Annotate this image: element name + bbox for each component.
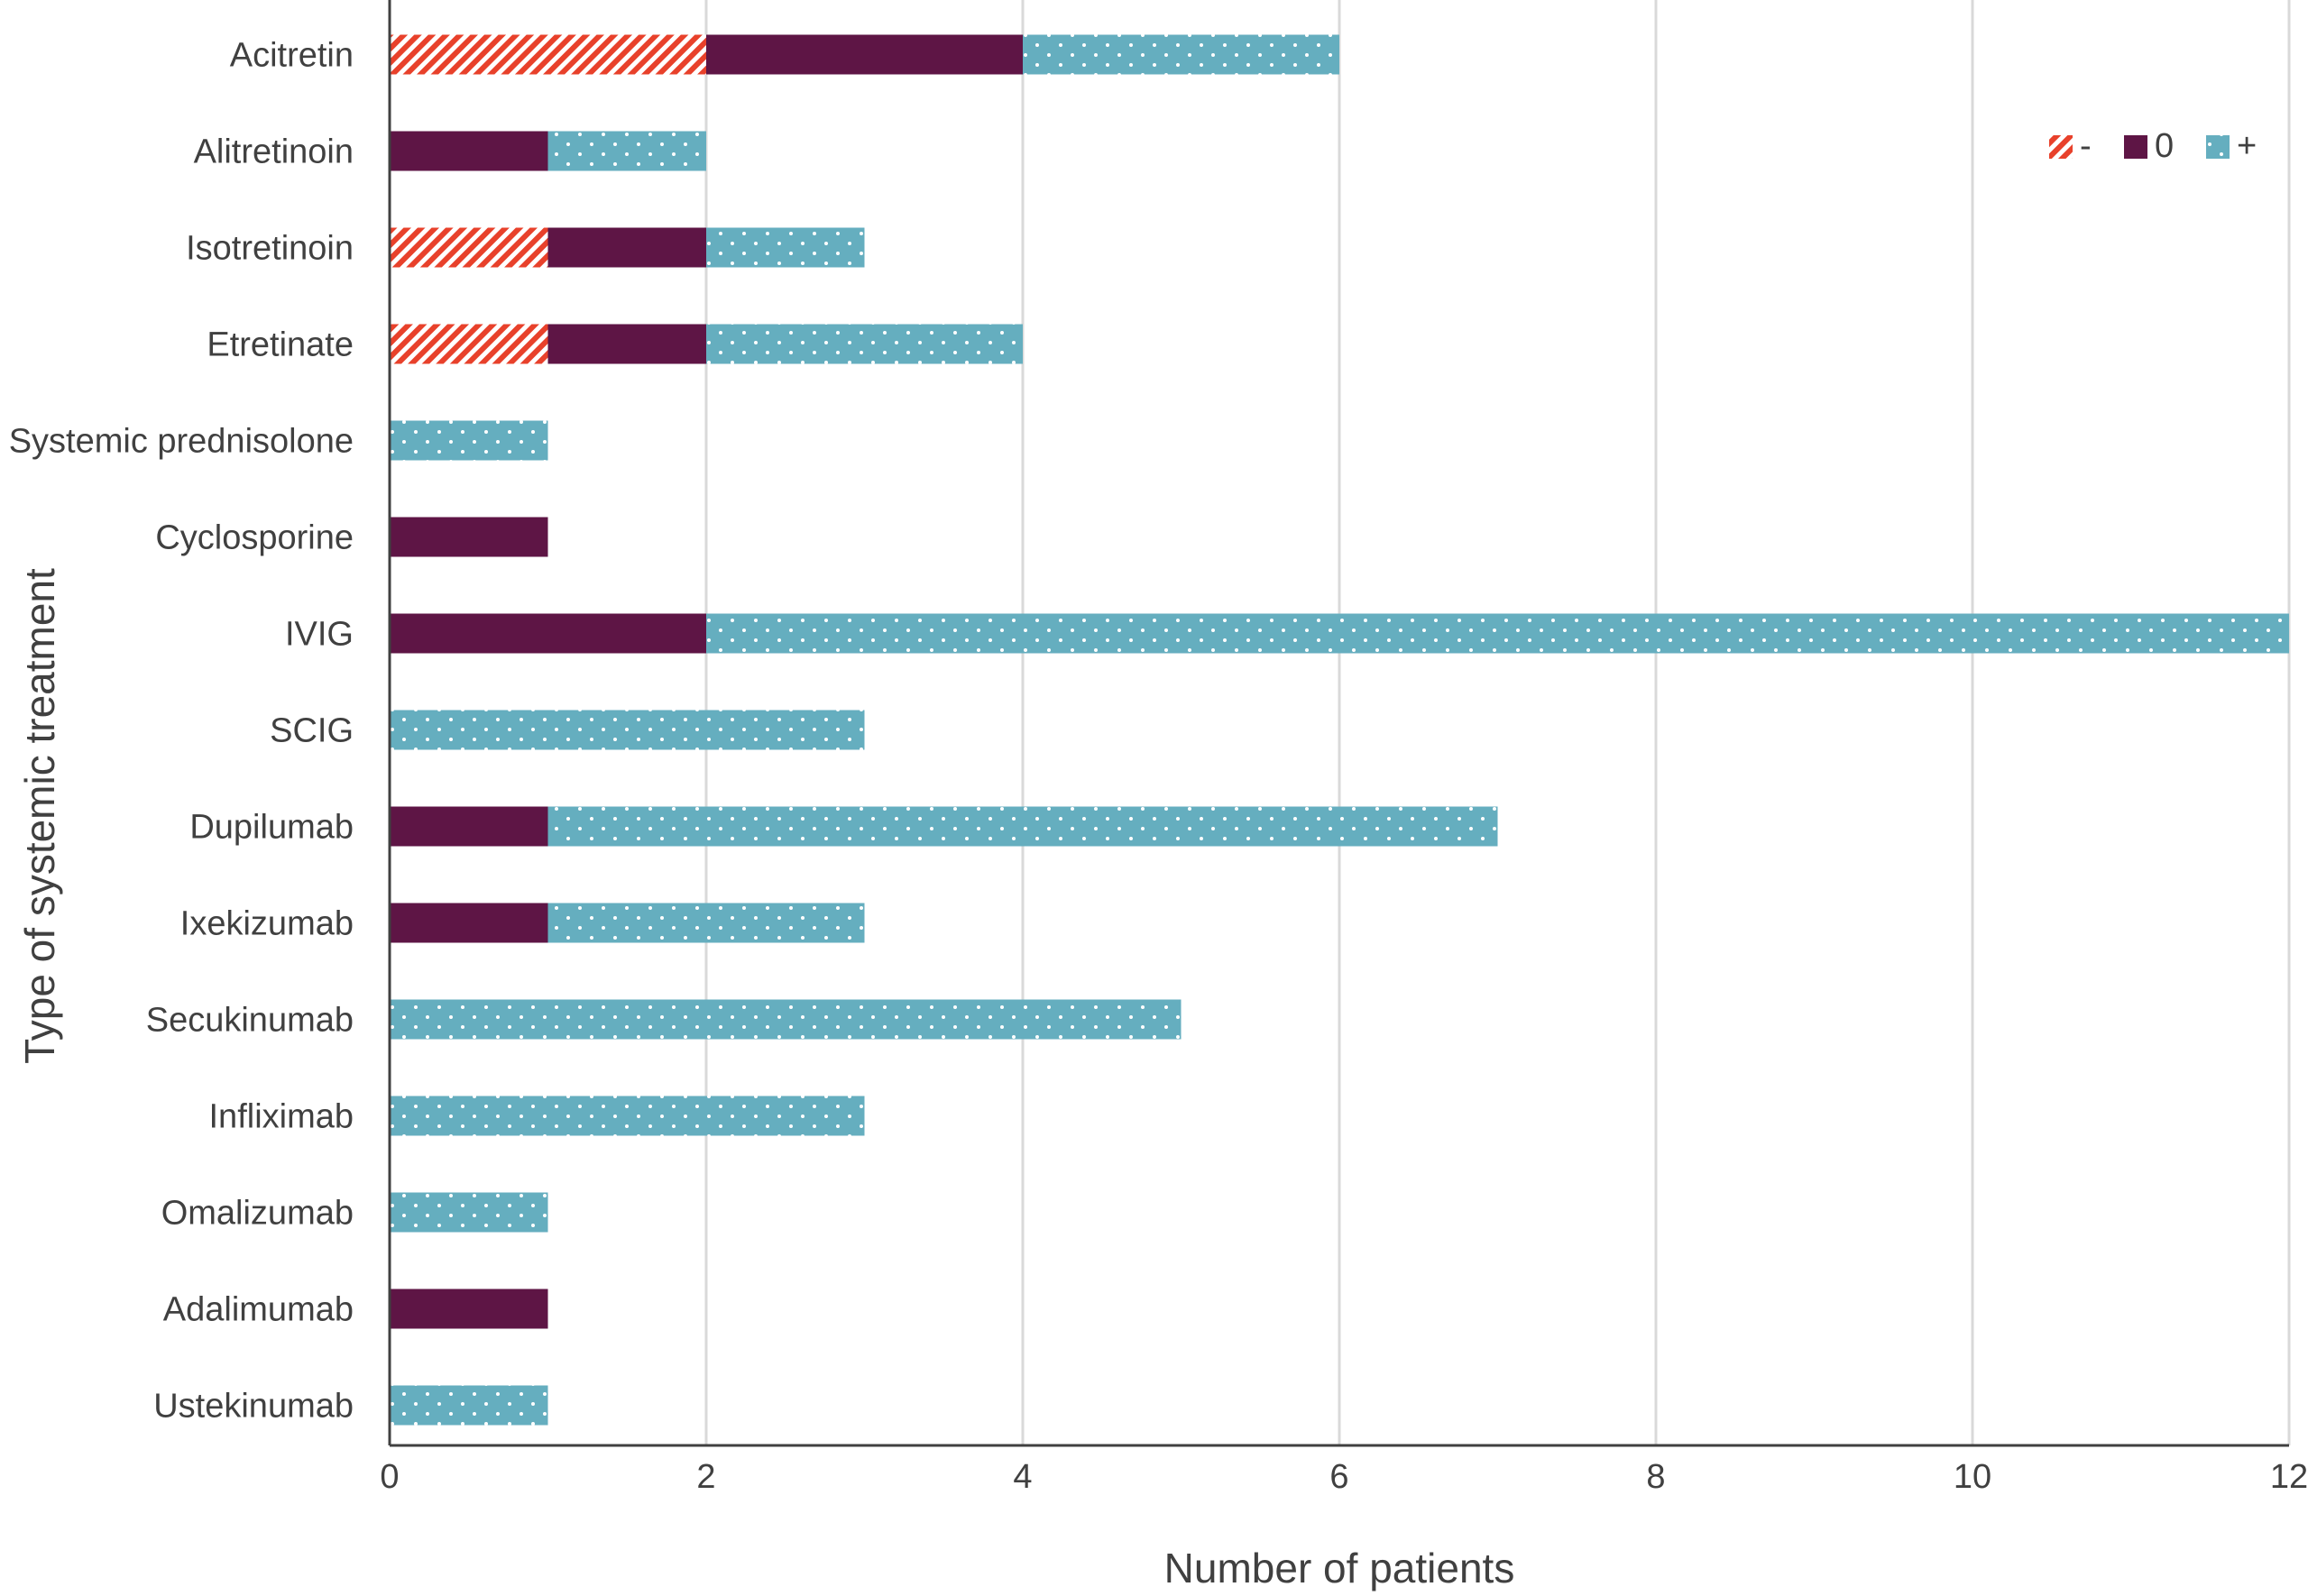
bar-isotretinoin-neutral [547,227,706,268]
bar-ivig-positive [706,613,2289,654]
bar-acitretin-positive [1023,34,1339,75]
category-label-infliximab: Infliximab [209,1098,354,1136]
bar-ixekizumab-neutral [390,903,548,943]
bar-isotretinoin-negative [390,227,548,268]
bar-adalimumab-neutral [390,1289,548,1329]
category-label-ustekinumab: Ustekinumab [153,1388,354,1426]
legend-swatch-negative [2049,135,2073,159]
bar-etretinate-positive [706,324,1023,364]
bar-omalizumab-positive [390,1192,548,1233]
bar-isotretinoin-positive [706,227,865,268]
gridlines [704,0,2291,1445]
bar-etretinate-neutral [547,324,706,364]
category-label-omalizumab: Omalizumab [161,1195,354,1233]
legend-swatch-positive [2206,135,2230,159]
bar-cyclosporine-neutral [390,517,548,557]
x-tick-label-2: 2 [696,1458,715,1496]
bars [390,34,2289,1426]
bar-acitretin-neutral [706,34,1023,75]
category-label-isotretinoin: Isotretinoin [186,230,354,268]
bar-dupilumab-neutral [390,806,548,847]
legend-label-neutral: 0 [2155,127,2174,165]
x-tick-label-0: 0 [380,1458,399,1496]
category-label-acitretin: Acitretin [230,37,354,75]
category-label-dupilumab: Dupilumab [189,809,354,847]
category-label-etretinate: Etretinate [207,326,354,364]
category-label-ivig: IVIG [285,616,354,654]
category-labels: Acitretin Alitretinoin Isotretinoin Etretin… [9,37,354,1426]
legend: - 0 + [2049,127,2257,165]
bar-ivig-neutral [390,613,706,654]
category-label-cyclosporine: Cyclosporine [155,519,354,557]
bar-ustekinumab-positive [390,1385,548,1426]
bar-acitretin-negative [390,34,706,75]
bar-scig-positive [390,710,865,750]
bar-etretinate-negative [390,324,548,364]
category-label-scig: SCIG [270,712,354,750]
y-axis-title: Type of systemic treatment [16,568,63,1064]
bar-systemic-prednisolone-positive [390,420,548,461]
x-tick-labels: 0 2 4 6 8 10 12 [380,1458,2308,1496]
bar-alitretinoin-neutral [390,131,548,171]
category-label-alitretinoin: Alitretinoin [194,133,354,171]
legend-label-positive: + [2237,127,2257,165]
legend-label-negative: - [2080,127,2092,165]
x-tick-label-4: 4 [1013,1458,1032,1496]
bar-ixekizumab-positive [547,903,865,943]
category-label-adalimumab: Adalimumab [163,1291,354,1329]
category-label-ixekizumab: Ixekizumab [180,905,354,943]
x-tick-label-6: 6 [1329,1458,1348,1496]
x-tick-label-10: 10 [1954,1458,1991,1496]
x-axis-title: Number of patients [1164,1545,1515,1591]
bar-alitretinoin-positive [547,131,706,171]
bar-dupilumab-positive [547,806,1498,847]
legend-swatch-neutral [2124,135,2147,159]
x-tick-label-8: 8 [1646,1458,1665,1496]
category-label-systemic-prednisolone: Systemic prednisolone [9,423,354,461]
bar-secukinumab-positive [390,999,1182,1040]
x-tick-label-12: 12 [2270,1458,2308,1496]
category-label-secukinumab: Secukinumab [146,1002,354,1040]
bar-infliximab-positive [390,1096,865,1136]
